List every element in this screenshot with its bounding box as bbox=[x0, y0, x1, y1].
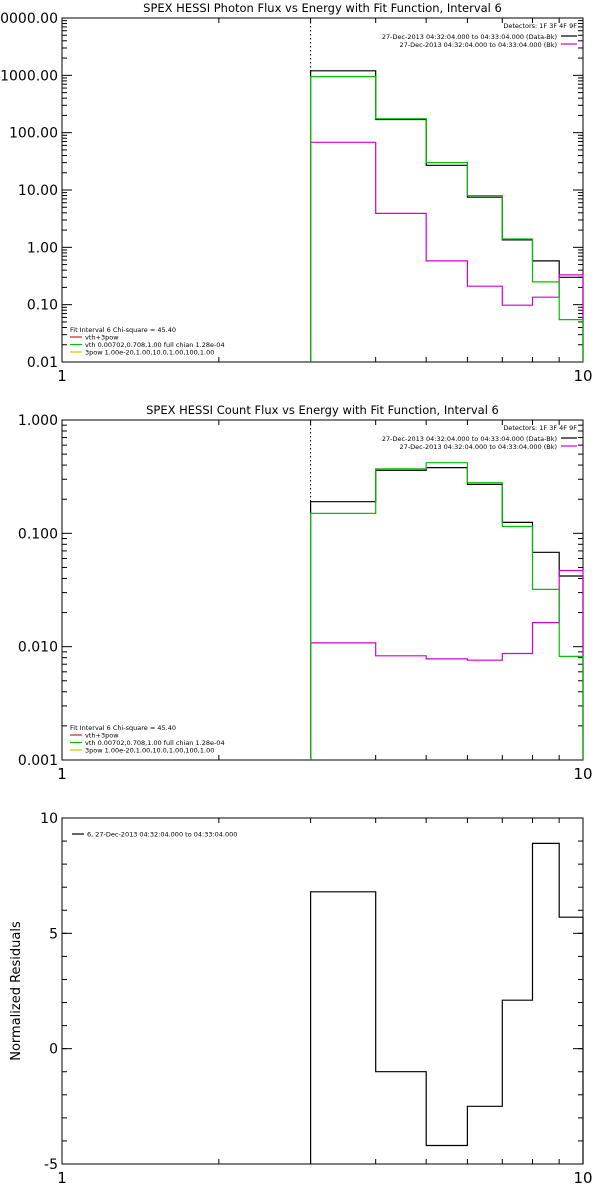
x-tick-label: 1 bbox=[57, 367, 67, 385]
legend-label: 27-Dec-2013 04:32:04.000 to 04:33:04.000… bbox=[382, 435, 557, 443]
chart-panel-1: SPEX HESSI Photon Flux vs Energy with Fi… bbox=[0, 1, 593, 385]
y-axis-label: Normalized Residuals bbox=[9, 921, 24, 1061]
plot-frame bbox=[61, 419, 584, 761]
y-tick-label: 0.001 bbox=[18, 753, 58, 769]
plot-frame bbox=[61, 817, 584, 1165]
chart-panel-2: SPEX HESSI Count Flux vs Energy with Fit… bbox=[18, 403, 593, 783]
chart-title: SPEX HESSI Count Flux vs Energy with Fit… bbox=[146, 403, 499, 417]
y-tick-label: 5 bbox=[49, 926, 58, 942]
y-tick-label: 0.01 bbox=[27, 355, 58, 371]
legend-label: 27-Dec-2013 04:32:04.000 to 04:33:04.000… bbox=[400, 41, 558, 49]
y-tick-label: 1000.00 bbox=[0, 68, 58, 84]
fit-info-label: 3pow 1.00e-20,1.00,10.0,1.00,100,1.00 bbox=[85, 349, 214, 357]
y-axis: -5 0 5 10 bbox=[40, 811, 583, 1173]
fit-info-label: vth 0.00702,0.708,1.00 full chian 1.28e-… bbox=[85, 739, 225, 747]
y-tick-label: 0.100 bbox=[18, 526, 58, 542]
plot-frame bbox=[61, 17, 584, 363]
x-axis: 1 10 bbox=[57, 18, 593, 385]
x-tick-label: 10 bbox=[573, 1169, 592, 1187]
series-bk bbox=[310, 141, 584, 362]
fit-info-label: vth+3pow bbox=[85, 732, 119, 740]
y-tick-label: 0.10 bbox=[27, 298, 58, 314]
x-tick-label: 10 bbox=[573, 367, 592, 385]
series-vth-3pow bbox=[310, 462, 584, 760]
detectors-label: Detectors: 1F 3F 4F 9F bbox=[503, 424, 577, 432]
y-axis: 0.01 0.10 1.00 10.00 100.00 1000.00 10000.00 bbox=[0, 11, 583, 371]
y-tick-label: 10.00 bbox=[18, 183, 58, 199]
legend-label: 6, 27-Dec-2013 04:32:04.000 to 04:33:04.… bbox=[87, 831, 237, 839]
y-tick-label: 1.00 bbox=[27, 240, 58, 256]
x-tick-label: 1 bbox=[57, 1169, 67, 1187]
detectors-label: Detectors: 1F 3F 4F 9F bbox=[503, 22, 577, 30]
series-bk bbox=[310, 569, 584, 760]
x-tick-label: 1 bbox=[57, 765, 67, 783]
chart-panel-3: Normalized Residuals 1 10 -5 0 5 10 6, 27-Dec-2… bbox=[9, 811, 593, 1187]
fit-info-header: Fit Interval 6 Chi-square = 45.40 bbox=[70, 326, 176, 334]
series-data-bk bbox=[310, 70, 584, 362]
legend-label: 27-Dec-2013 04:32:04.000 to 04:33:04.000… bbox=[382, 33, 557, 41]
series-data-bk bbox=[310, 467, 584, 760]
y-tick-label: -5 bbox=[44, 1157, 58, 1173]
y-tick-label: 0 bbox=[49, 1042, 58, 1058]
fit-info-header: Fit Interval 6 Chi-square = 45.40 bbox=[70, 724, 176, 732]
y-tick-label: 10 bbox=[40, 811, 58, 827]
y-tick-label: 1.000 bbox=[18, 413, 58, 429]
y-tick-label: 0.010 bbox=[18, 640, 58, 656]
series-6 bbox=[310, 842, 584, 1164]
y-tick-label: 10000.00 bbox=[0, 11, 58, 27]
y-tick-label: 100.00 bbox=[9, 126, 58, 142]
fit-info-label: vth+3pow bbox=[85, 334, 119, 342]
chart-title: SPEX HESSI Photon Flux vs Energy with Fi… bbox=[143, 1, 502, 15]
x-axis: 1 10 bbox=[57, 818, 593, 1187]
legend-label: 27-Dec-2013 04:32:04.000 to 04:33:04.000… bbox=[400, 443, 558, 451]
x-tick-label: 10 bbox=[573, 765, 592, 783]
fit-info-label: vth 0.00702,0.708,1.00 full chian 1.28e-… bbox=[85, 341, 225, 349]
fit-info-label: 3pow 1.00e-20,1.00,10.0,1.00,100,1.00 bbox=[85, 747, 214, 755]
y-axis: 0.001 0.010 0.100 1.000 bbox=[18, 413, 583, 769]
series-vth-3pow bbox=[310, 76, 584, 362]
